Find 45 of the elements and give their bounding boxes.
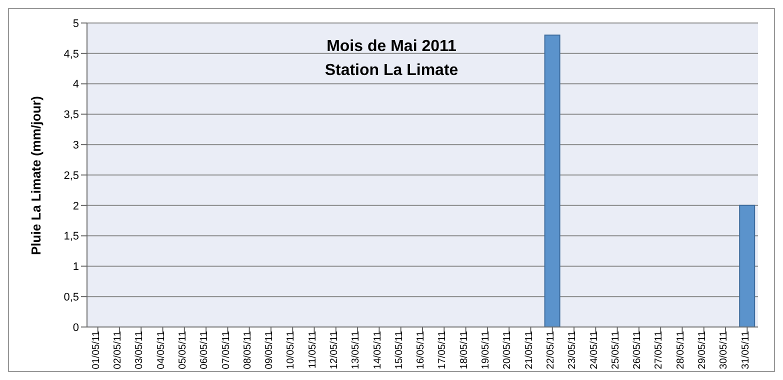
x-tick-label: 02/05/11 xyxy=(112,330,124,370)
x-tick-label: 11/05/11 xyxy=(307,330,318,368)
x-tick-label: 05/05/11 xyxy=(178,330,189,370)
x-tick-label: 29/05/11 xyxy=(696,330,708,370)
x-tick-label: 14/05/11 xyxy=(372,330,384,370)
x-tick-label: 26/05/11 xyxy=(632,330,644,370)
x-tick-label: 09/05/11 xyxy=(264,330,276,370)
x-tick-label: 21/05/11 xyxy=(524,330,535,370)
x-tick-label: 16/05/11 xyxy=(416,330,427,370)
x-tick-label: 25/05/11 xyxy=(610,330,622,370)
y-tick-label: 5 xyxy=(72,18,79,30)
text: Mois de Mai 2011 xyxy=(326,38,456,55)
x-tick-label: 17/05/11 xyxy=(437,330,448,370)
x-tick-label: 23/05/11 xyxy=(567,330,578,370)
y-tick-label: 1,5 xyxy=(64,230,79,243)
x-tick-label: 10/05/11 xyxy=(286,330,297,370)
x-tick-label: 28/05/11 xyxy=(675,330,686,370)
x-tick-label: 24/05/11 xyxy=(588,330,600,370)
y-tick-label: 0,5 xyxy=(64,292,79,304)
x-tick-label: 20/05/11 xyxy=(502,330,514,370)
x-tick-label: 07/05/11 xyxy=(220,330,232,370)
y-tick-label: 2,5 xyxy=(64,170,79,182)
y-axis-title: Pluie La Limate (mm/jour) xyxy=(28,96,44,255)
x-tick-label: 30/05/11 xyxy=(718,330,730,370)
x-tick-label: 03/05/11 xyxy=(134,330,146,370)
x-tick-label: 06/05/11 xyxy=(199,330,210,370)
x-tick-label: 01/05/11 xyxy=(90,330,102,370)
x-tick-label: 31/05/11 xyxy=(740,330,752,370)
y-tick-label: 3 xyxy=(72,140,79,152)
y-tick-label: 1 xyxy=(72,261,79,274)
text: Station La Limate xyxy=(324,62,458,79)
x-tick-label: 18/05/11 xyxy=(458,330,470,370)
y-tick-label: 4 xyxy=(72,78,79,91)
x-tick-label: 27/05/11 xyxy=(654,330,665,370)
y-tick-label: 0 xyxy=(72,322,79,334)
x-tick-label: 08/05/11 xyxy=(242,330,254,370)
x-tick-label: 12/05/11 xyxy=(329,330,340,370)
y-tick-label: 3,5 xyxy=(64,109,79,122)
x-tick-label: 15/05/11 xyxy=(394,330,405,370)
x-tick-label: 04/05/11 xyxy=(156,330,167,370)
x-tick-label: 19/05/11 xyxy=(480,330,492,370)
x-tick-label: 22/05/11 xyxy=(545,330,556,370)
y-tick-label: 2 xyxy=(72,200,79,212)
y-tick-label: 4,5 xyxy=(64,48,79,60)
x-tick-label: 13/05/11 xyxy=(350,330,362,370)
